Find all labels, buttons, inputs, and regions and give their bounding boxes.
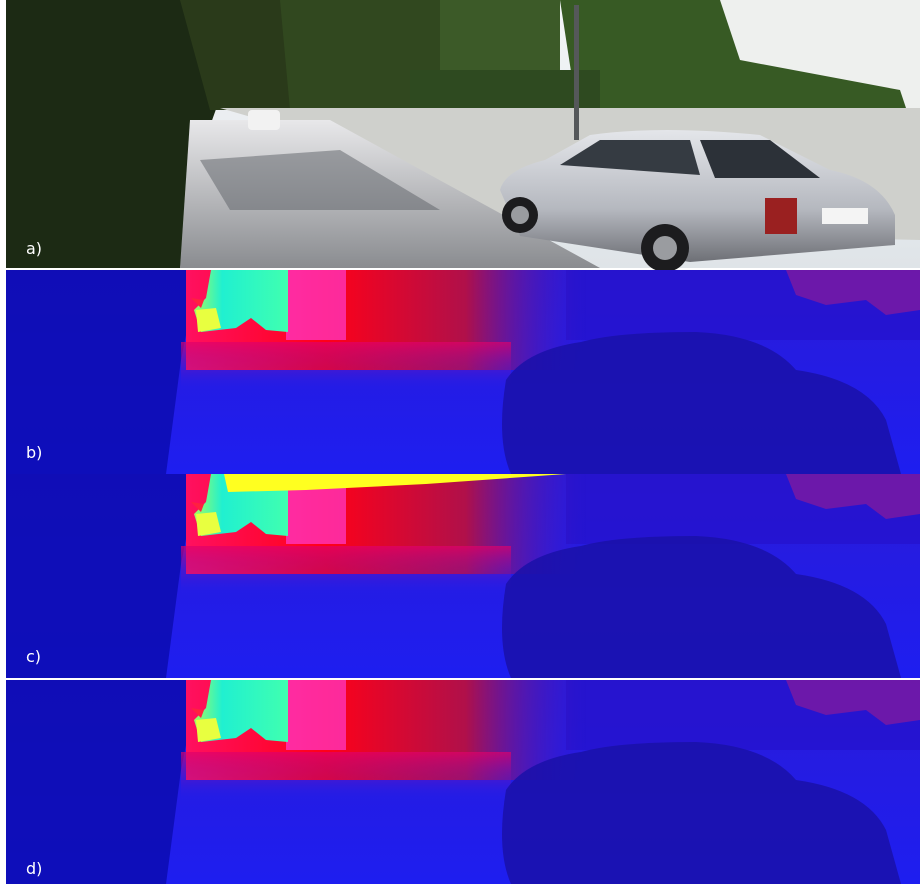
panel-label: d) [26,859,42,878]
panel-label: b) [26,443,42,462]
figure: a) b) c) d) [0,0,920,886]
depth-panel [6,270,920,474]
depth-panel [6,474,920,678]
panel-label: c) [26,647,41,666]
panel-label: a) [26,239,42,258]
depth-panel [6,680,920,884]
photo-panel: a) [6,0,920,272]
